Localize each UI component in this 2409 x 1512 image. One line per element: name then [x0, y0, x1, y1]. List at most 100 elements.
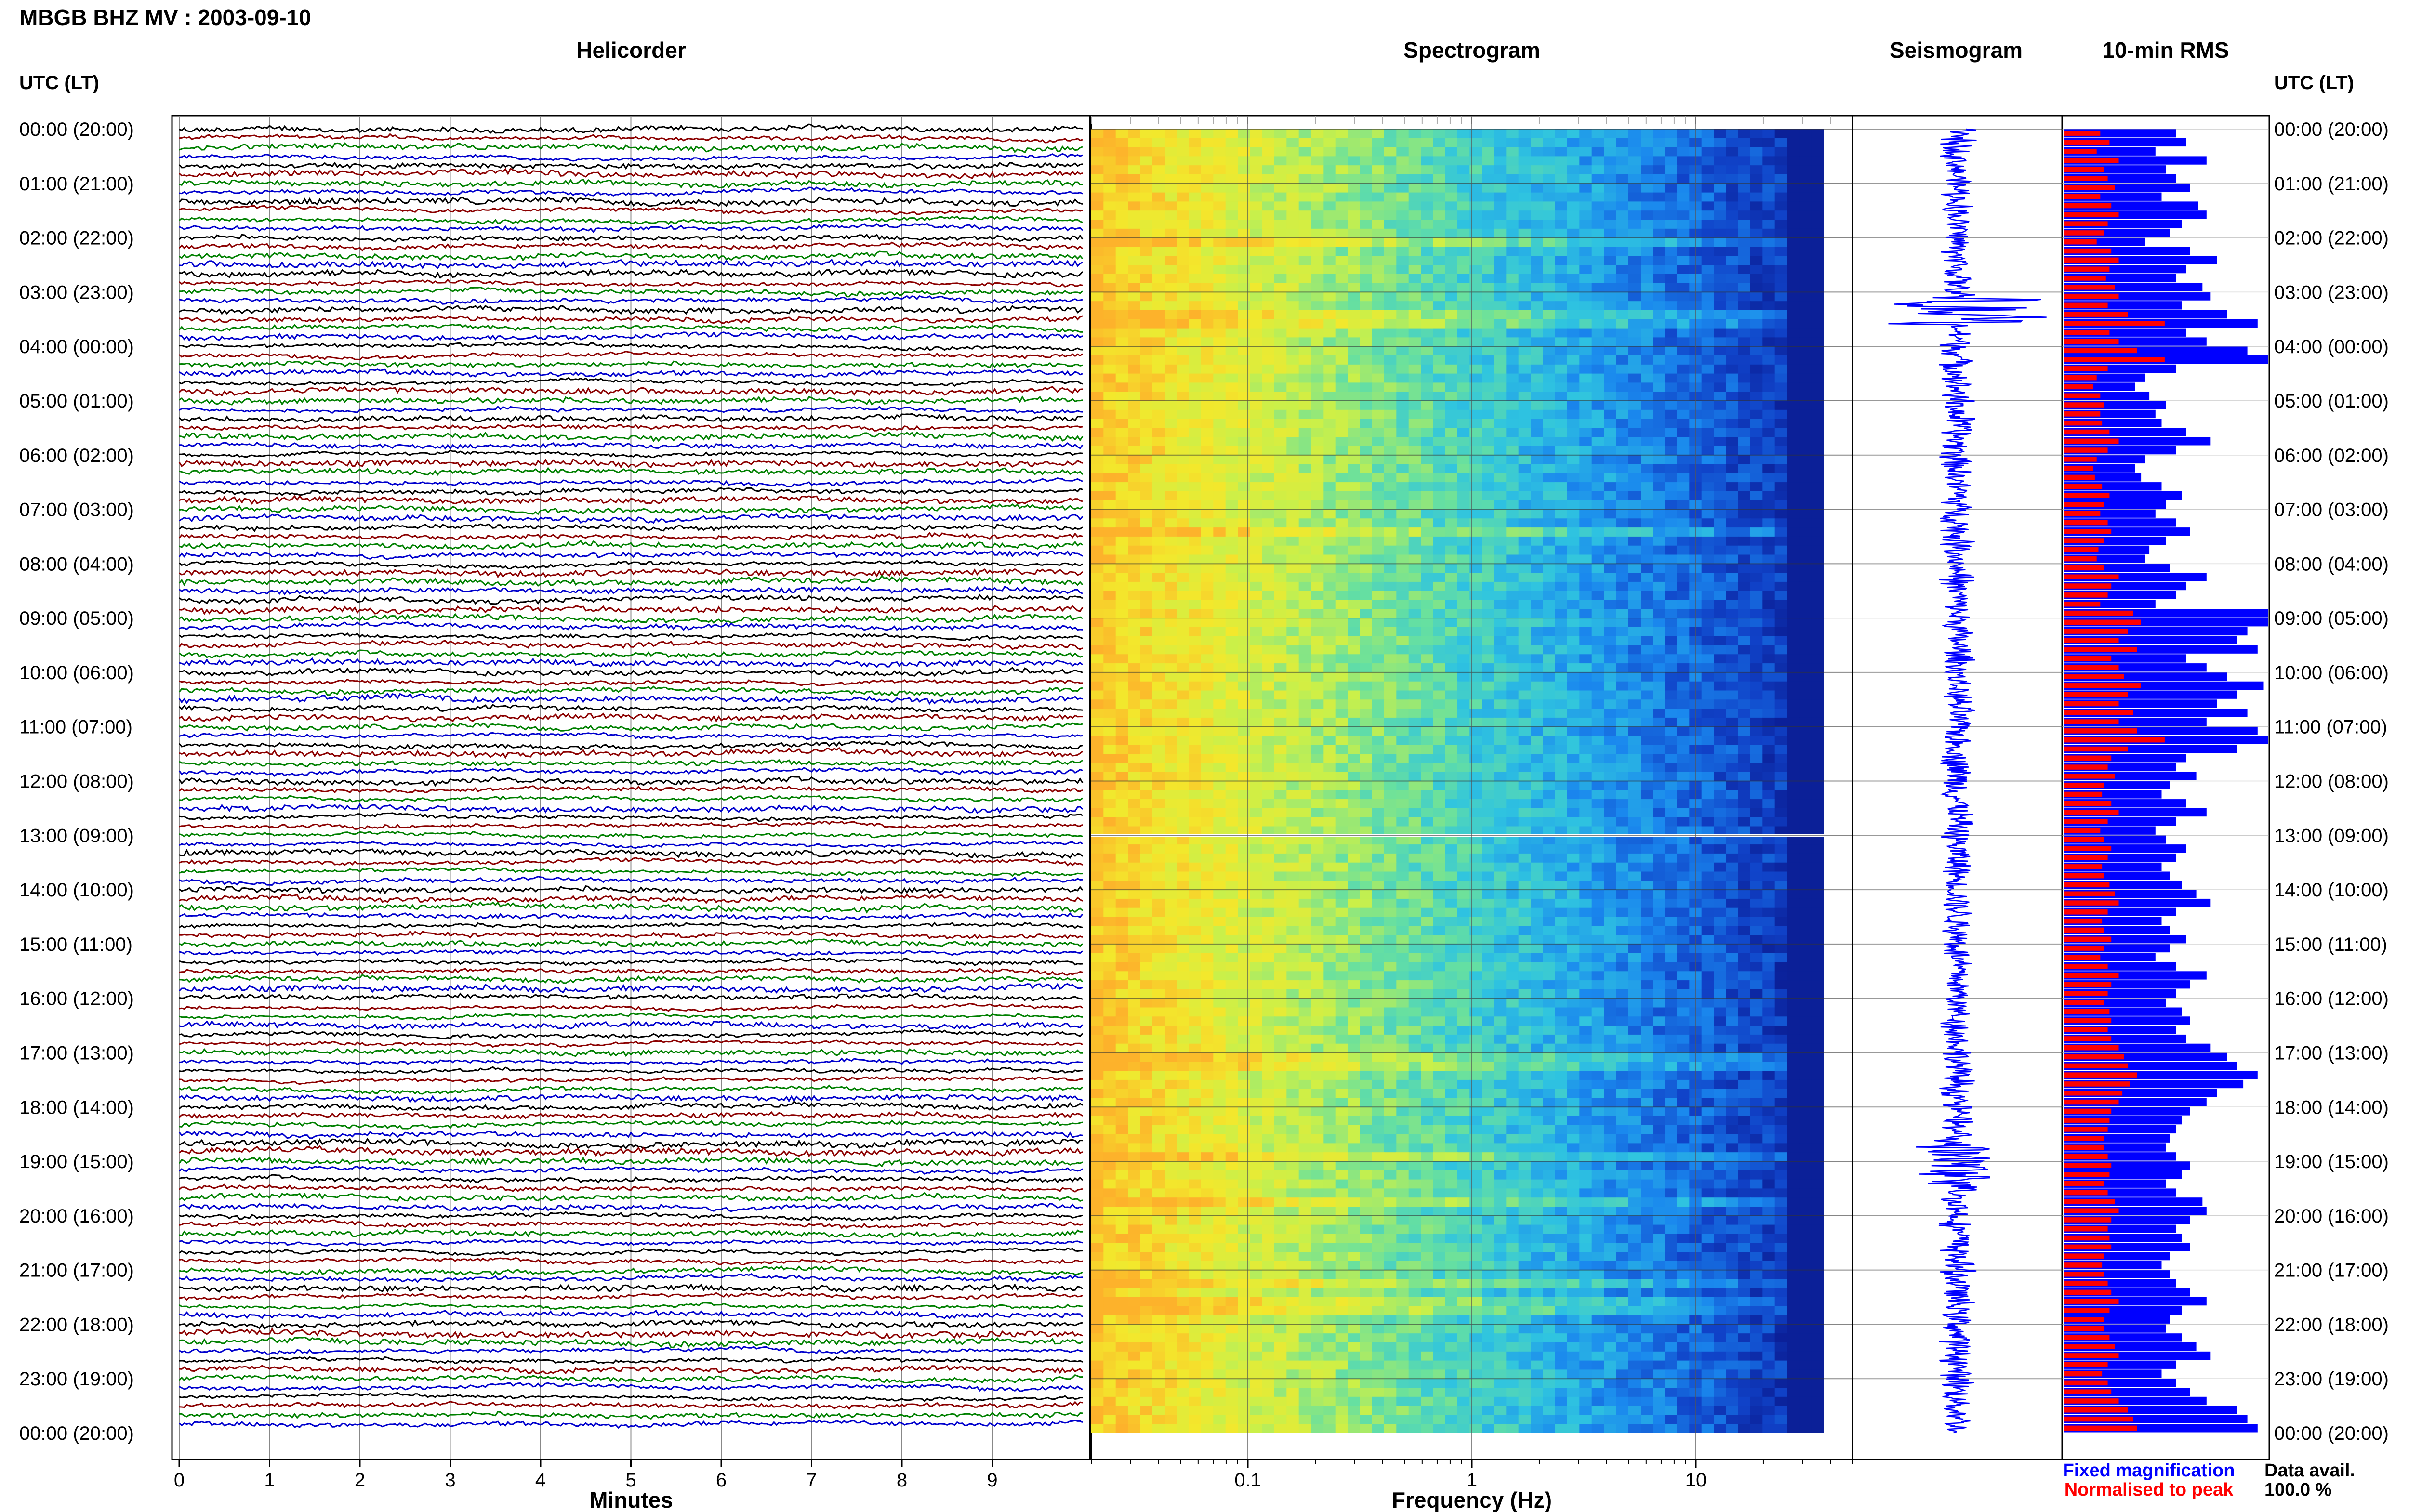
spectrogram-cell — [1641, 564, 1654, 573]
spectrogram-cell — [1604, 672, 1617, 682]
spectrogram-cell — [1799, 228, 1812, 238]
spectrogram-cell — [1701, 328, 1714, 338]
spectrogram-cell — [1714, 763, 1727, 773]
spectrogram-cell — [1543, 763, 1556, 773]
spectrogram-cell — [1555, 790, 1568, 800]
spectrogram-cell — [1665, 446, 1678, 456]
spectrogram-cell — [1396, 301, 1409, 311]
spectrogram-cell — [1103, 256, 1116, 265]
helicorder-trace — [179, 123, 1083, 134]
spectrogram-cell — [1677, 428, 1690, 437]
spectrogram-cell — [1787, 147, 1800, 157]
spectrogram-cell — [1140, 446, 1153, 456]
spectrogram-cell — [1372, 672, 1385, 682]
spectrogram-cell — [1494, 256, 1507, 265]
spectrogram-cell — [1372, 600, 1385, 610]
spectrogram-cell — [1250, 509, 1263, 519]
spectrogram-cell — [1604, 518, 1617, 528]
spectrogram-cell — [1177, 554, 1190, 565]
spectrogram-cell — [1714, 129, 1727, 139]
spectrogram-cell — [1238, 437, 1251, 447]
spectrogram-cell — [1628, 600, 1641, 610]
spectrogram-cell — [1152, 844, 1165, 854]
spectrogram-cell — [1238, 382, 1251, 392]
spectrogram-cell — [1177, 609, 1190, 618]
spectrogram-cell — [1762, 192, 1775, 202]
spectrogram-cell — [1238, 455, 1251, 465]
spectrogram-cell — [1469, 464, 1482, 474]
spectrogram-cell — [1396, 337, 1409, 347]
spectrogram-cell — [1445, 355, 1458, 365]
spectrogram-cell — [1677, 717, 1690, 727]
spectrogram-cell — [1140, 464, 1153, 474]
spectrogram-cell — [1311, 509, 1324, 519]
spectrogram-cell — [1396, 446, 1409, 456]
spectrogram-cell — [1250, 826, 1263, 836]
spectrogram-cell — [1384, 156, 1397, 166]
spectrogram-cell — [1152, 491, 1165, 501]
spectrogram-cell — [1701, 799, 1714, 809]
spectrogram-cell — [1628, 446, 1641, 456]
spectrogram-cell — [1165, 491, 1178, 501]
spectrogram-cell — [1103, 663, 1116, 673]
spectrogram-cell — [1348, 545, 1361, 555]
spectrogram-cell — [1225, 310, 1238, 320]
spectrogram-cell — [1250, 382, 1263, 392]
spectrogram-cell — [1250, 654, 1263, 664]
spectrogram-cell — [1152, 147, 1165, 157]
spectrogram-cell — [1140, 129, 1153, 139]
spectrogram-cell — [1140, 301, 1153, 311]
spectrogram-cell — [1262, 491, 1275, 501]
spectrogram-cell — [1543, 672, 1556, 682]
spectrogram-cell — [1189, 627, 1202, 637]
spectrogram-cell — [1165, 355, 1178, 365]
spectrogram-cell — [1433, 518, 1446, 528]
spectrogram-cell — [1177, 337, 1190, 347]
spectrogram-cell — [1128, 473, 1141, 483]
spectrogram-cell — [1469, 455, 1482, 465]
spectrogram-cell — [1799, 763, 1812, 773]
spectrogram-cell — [1750, 545, 1763, 555]
spectrogram-cell — [1238, 237, 1251, 248]
spectrogram-cell — [1701, 581, 1714, 592]
spectrogram-cell — [1335, 554, 1348, 565]
spectrogram-cell — [1348, 437, 1361, 447]
spectrogram-cell — [1421, 618, 1434, 628]
spectrogram-cell — [1469, 210, 1482, 220]
spectrogram-cell — [1567, 228, 1580, 238]
spectrogram-cell — [1543, 681, 1556, 691]
spectrogram-cell — [1762, 663, 1775, 673]
spectrogram-cell — [1591, 165, 1604, 175]
spectrogram-cell — [1738, 663, 1751, 673]
spectrogram-cell — [1799, 826, 1812, 836]
spectrogram-cell — [1518, 174, 1531, 184]
spectrogram-cell — [1286, 591, 1299, 601]
spectrogram-cell — [1360, 220, 1373, 229]
spectrogram-cell — [1482, 609, 1495, 618]
spectrogram-cell — [1616, 736, 1629, 746]
spectrogram-cell — [1543, 564, 1556, 573]
spectrogram-cell — [1213, 500, 1226, 510]
spectrogram-cell — [1482, 717, 1495, 727]
spectrogram-cell — [1567, 409, 1580, 420]
spectrogram-cell — [1152, 464, 1165, 474]
spectrogram-cell — [1750, 373, 1763, 383]
spectrogram-cell — [1641, 147, 1654, 157]
spectrogram-cell — [1506, 446, 1519, 456]
spectrogram-cell — [1531, 437, 1544, 447]
spectrogram-cell — [1738, 817, 1751, 827]
spectrogram-cell — [1701, 446, 1714, 456]
spectrogram-cell — [1738, 736, 1751, 746]
spectrogram-cell — [1152, 129, 1165, 139]
spectrogram-cell — [1311, 536, 1324, 546]
spectrogram-cell — [1628, 536, 1641, 546]
helicorder-trace — [179, 949, 1083, 957]
spectrogram-cell — [1115, 247, 1128, 256]
spectrogram-cell — [1469, 581, 1482, 592]
spectrogram-cell — [1701, 536, 1714, 546]
spectrogram-cell — [1433, 319, 1446, 329]
spectrogram-cell — [1762, 844, 1775, 854]
spectrogram-cell — [1165, 799, 1178, 809]
spectrogram-cell — [1348, 817, 1361, 827]
spectrogram-cell — [1787, 573, 1800, 582]
